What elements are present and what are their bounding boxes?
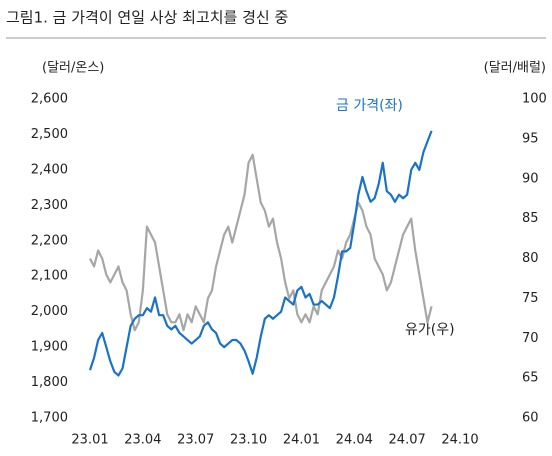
y-tick-label: 2,400 [31, 162, 68, 177]
x-tick-label: 23.07 [177, 433, 214, 448]
y-tick-label: 2,200 [31, 233, 68, 248]
y-tick-label: 2,500 [31, 127, 68, 142]
x-tick-label: 23.04 [124, 433, 161, 448]
x-tick-label: 24.04 [336, 433, 373, 448]
x-tick-label: 23.10 [230, 433, 267, 448]
y-tick-label: 2,000 [31, 304, 68, 319]
x-tick-label: 24.01 [283, 433, 320, 448]
y2-tick-label: 60 [522, 411, 539, 426]
y-tick-label: 2,100 [31, 269, 68, 284]
y-axis-label: (달러/온스) [42, 61, 104, 76]
y2-tick-label: 95 [522, 131, 539, 146]
y2-tick-label: 85 [522, 211, 539, 226]
y-tick-label: 1,700 [31, 411, 68, 426]
chart-title: 그림1. 금 가격이 연일 사상 최고치를 경신 중 [6, 9, 288, 27]
x-tick-label: 24.10 [441, 433, 478, 448]
series-label: 유가(우) [405, 322, 455, 338]
y2-axis-label: (달러/배럴) [484, 61, 546, 76]
series-line [89, 153, 433, 332]
y-tick-label: 2,600 [31, 92, 68, 107]
y2-tick-label: 100 [522, 92, 547, 107]
y2-tick-label: 70 [522, 331, 539, 346]
series-line [88, 130, 433, 377]
y2-tick-label: 65 [522, 371, 539, 386]
y2-tick-label: 90 [522, 171, 539, 186]
y2-tick-label: 75 [522, 291, 539, 306]
y-tick-label: 2,300 [31, 198, 68, 213]
y-tick-label: 1,900 [31, 340, 68, 355]
y-tick-label: 1,800 [31, 375, 68, 390]
series-label: 금 가격(좌) [336, 98, 403, 114]
x-tick-label: 23.01 [71, 433, 108, 448]
y2-tick-label: 80 [522, 251, 539, 266]
x-tick-label: 24.07 [389, 433, 426, 448]
